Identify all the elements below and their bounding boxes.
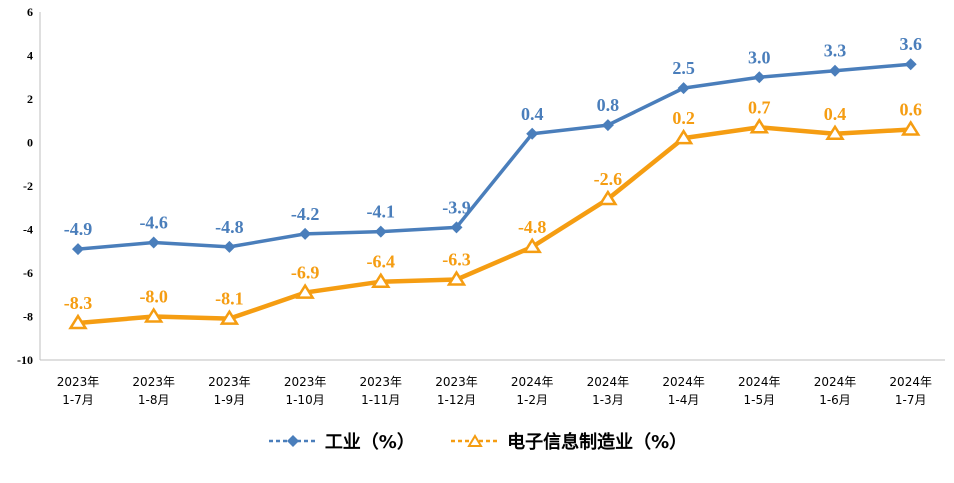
y-tick-label: -6 bbox=[23, 266, 33, 280]
industry-data-label: 0.4 bbox=[521, 104, 544, 124]
y-tick-label: 4 bbox=[27, 49, 33, 63]
x-axis-ticks: 2023年 1-7月 2023年 1-8月 2023年 1-9月 2023年 1-10月 202… bbox=[57, 375, 932, 407]
electronics-point bbox=[522, 237, 542, 254]
industry-point bbox=[450, 221, 463, 234]
x-tick-label-period: 1-7月 bbox=[62, 393, 94, 407]
electronics-point bbox=[446, 270, 467, 286]
x-tick-label-year: 2024年 bbox=[889, 375, 932, 389]
x-tick-label-period: 1-5月 bbox=[743, 393, 775, 407]
x-tick-label-period: 1-8月 bbox=[138, 393, 170, 407]
electronics-data-label: 0.2 bbox=[672, 108, 695, 128]
legend: 工业（%） 电子信息制造业（%） bbox=[0, 428, 954, 454]
industry-point bbox=[223, 240, 236, 253]
electronics-data-label: 0.6 bbox=[899, 99, 922, 119]
electronics-point bbox=[219, 309, 240, 325]
x-tick-label-year: 2024年 bbox=[814, 375, 857, 389]
x-tick-label-year: 2024年 bbox=[511, 375, 554, 389]
industry-data-label: -4.1 bbox=[367, 202, 396, 222]
industry-point bbox=[753, 71, 766, 84]
x-tick-label-year: 2023年 bbox=[284, 375, 327, 389]
industry-point bbox=[374, 225, 387, 238]
x-tick-label-year: 2024年 bbox=[738, 375, 781, 389]
industry-point bbox=[526, 127, 539, 140]
x-tick-label-period: 1-12月 bbox=[437, 393, 476, 407]
x-tick-label-period: 1-6月 bbox=[819, 393, 851, 407]
industry-data-label: -4.6 bbox=[139, 213, 168, 233]
y-tick-label: -8 bbox=[23, 310, 33, 324]
electronics-data-label: 0.7 bbox=[748, 97, 771, 117]
industry-data-label: -3.9 bbox=[442, 197, 471, 217]
legend-electronics-swatch bbox=[451, 434, 500, 447]
industry-point bbox=[677, 82, 690, 95]
industry-point bbox=[299, 227, 312, 240]
industry-point bbox=[72, 243, 84, 256]
electronics-data-label: -6.3 bbox=[442, 250, 471, 270]
legend-item-industry: 工业（%） bbox=[267, 428, 415, 454]
x-tick-label-year: 2023年 bbox=[208, 375, 251, 389]
electronics-data-label: -6.9 bbox=[291, 263, 320, 283]
electronics-point bbox=[371, 272, 391, 288]
industry-data-label: -4.9 bbox=[64, 219, 93, 239]
series-line-electronics bbox=[77, 125, 911, 326]
y-axis-ticks: -10 -8 -6 -4 -2 0 2 4 6 bbox=[17, 5, 33, 367]
x-tick-label-year: 2023年 bbox=[132, 375, 175, 389]
electronics-data-label: -6.4 bbox=[367, 252, 396, 272]
electronics-point bbox=[598, 189, 618, 206]
y-tick-label: -10 bbox=[17, 353, 33, 367]
electronics-point bbox=[68, 313, 88, 330]
industry-data-label: 3.6 bbox=[899, 34, 922, 54]
electronics-data-label: -8.1 bbox=[215, 289, 244, 309]
y-tick-label: -4 bbox=[23, 223, 33, 237]
electronics-point bbox=[295, 283, 315, 299]
y-tick-label: -2 bbox=[23, 179, 33, 193]
industry-data-label: 2.5 bbox=[672, 58, 695, 78]
industry-point bbox=[601, 119, 614, 132]
x-tick-label-period: 1-11月 bbox=[361, 393, 400, 407]
industry-data-label: 3.3 bbox=[824, 41, 847, 61]
electronics-point bbox=[749, 117, 770, 134]
x-tick-label-year: 2023年 bbox=[57, 375, 100, 389]
x-tick-label-period: 1-2月 bbox=[516, 393, 548, 407]
industry-point bbox=[147, 236, 160, 249]
x-tick-label-period: 1-4月 bbox=[668, 393, 700, 407]
electronics-point bbox=[673, 128, 694, 145]
x-tick-label-year: 2024年 bbox=[587, 375, 630, 389]
x-tick-label-period: 1-10月 bbox=[285, 393, 324, 407]
x-tick-label-year: 2023年 bbox=[435, 375, 478, 389]
electronics-data-label: -8.3 bbox=[64, 293, 93, 313]
legend-industry-label: 工业（%） bbox=[324, 432, 415, 453]
industry-point bbox=[904, 58, 917, 71]
y-tick-label: 2 bbox=[27, 92, 33, 106]
electronics-data-label: -2.6 bbox=[594, 169, 623, 189]
y-tick-label: 0 bbox=[27, 136, 33, 150]
electronics-data-label: 0.4 bbox=[824, 104, 847, 124]
legend-electronics-label: 电子信息制造业（%） bbox=[507, 432, 688, 453]
x-tick-label-period: 1-7月 bbox=[895, 393, 927, 407]
series-layer: -4.9 -4.6 -4.8 -4.2 -4.1 -3.9 0.4 0.8 2.5 3.0 3.3 3… bbox=[64, 34, 922, 330]
electronics-data-label: -8.0 bbox=[139, 287, 168, 307]
legend-item-electronics: 电子信息制造业（%） bbox=[449, 428, 687, 454]
x-tick-label-period: 1-9月 bbox=[214, 393, 246, 407]
legend-industry-swatch bbox=[268, 435, 317, 447]
electronics-point bbox=[825, 124, 845, 141]
x-tick-label-period: 1-3月 bbox=[592, 393, 624, 407]
industry-point bbox=[829, 64, 841, 77]
series-line-industry bbox=[77, 62, 911, 251]
industry-data-label: -4.2 bbox=[291, 204, 320, 224]
electronics-data-label: -4.8 bbox=[518, 217, 547, 237]
x-tick-label-year: 2024年 bbox=[662, 375, 705, 389]
industry-data-label: -4.8 bbox=[215, 217, 244, 237]
industry-data-label: 3.0 bbox=[748, 47, 771, 67]
industry-data-label: 0.8 bbox=[597, 95, 620, 115]
x-tick-label-year: 2023年 bbox=[360, 375, 403, 389]
y-tick-label: 6 bbox=[27, 5, 33, 19]
electronics-point bbox=[900, 120, 921, 136]
electronics-point bbox=[143, 307, 164, 323]
